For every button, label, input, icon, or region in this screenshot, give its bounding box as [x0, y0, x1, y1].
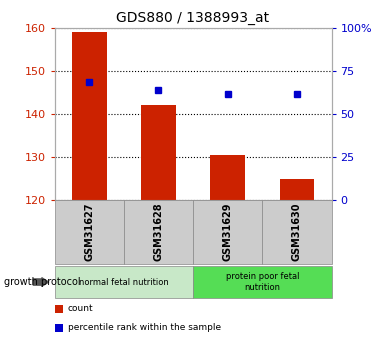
Text: GSM31630: GSM31630: [292, 203, 302, 261]
Bar: [141, 105, 176, 200]
Text: GSM31627: GSM31627: [84, 203, 94, 261]
Bar: [280, 179, 314, 200]
Text: count: count: [68, 304, 94, 313]
Bar: [72, 32, 106, 200]
Title: GDS880 / 1388993_at: GDS880 / 1388993_at: [117, 11, 269, 25]
Text: protein poor fetal
nutrition: protein poor fetal nutrition: [225, 272, 299, 292]
Text: GSM31628: GSM31628: [153, 203, 163, 261]
Bar: [210, 155, 245, 200]
Text: growth protocol: growth protocol: [4, 277, 80, 287]
Text: GSM31629: GSM31629: [223, 203, 233, 261]
Text: percentile rank within the sample: percentile rank within the sample: [68, 323, 221, 332]
Text: normal fetal nutrition: normal fetal nutrition: [79, 277, 169, 287]
